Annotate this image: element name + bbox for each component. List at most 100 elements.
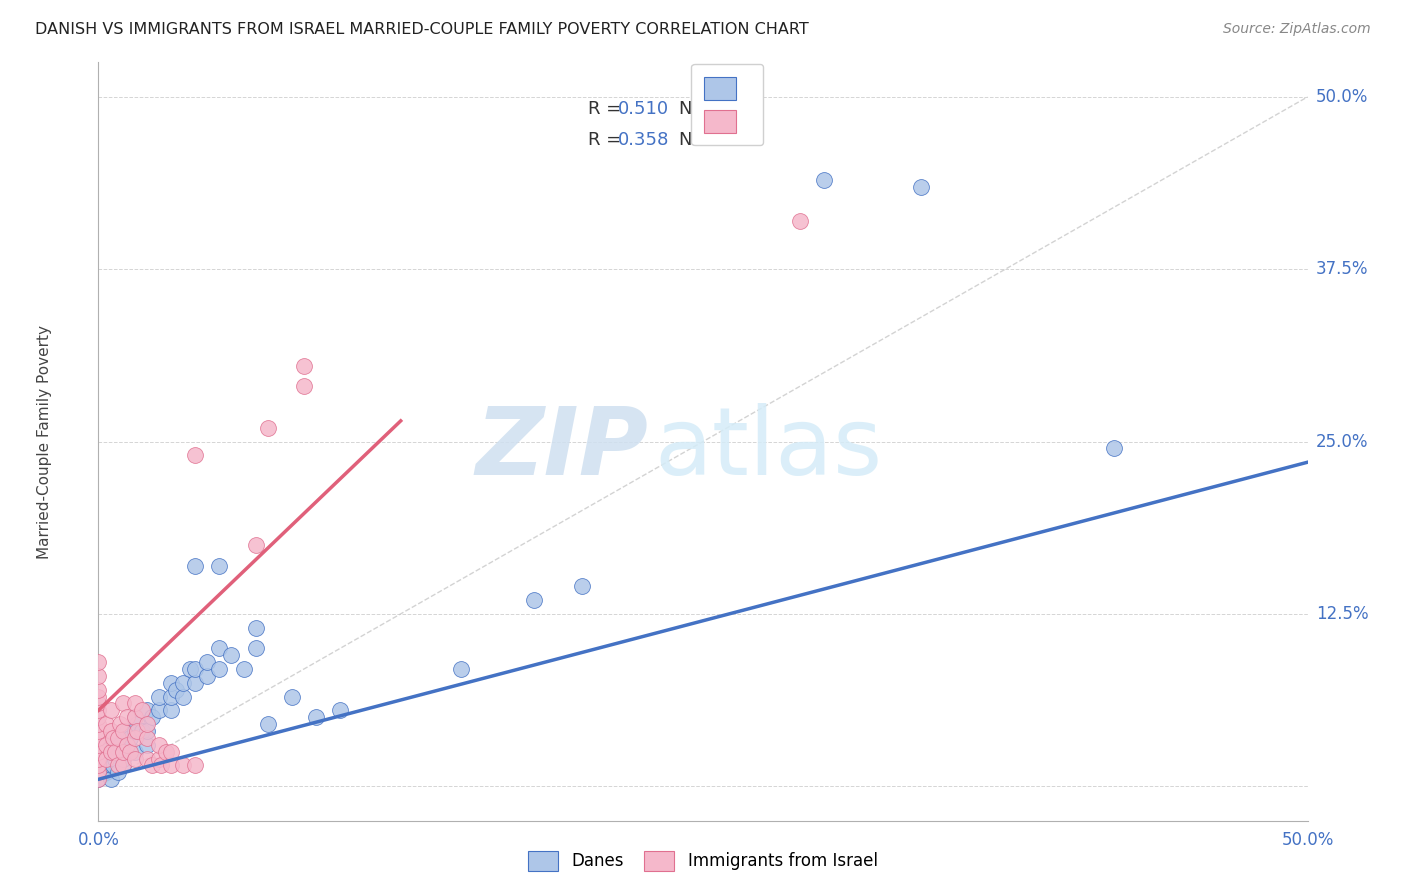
Text: DANISH VS IMMIGRANTS FROM ISRAEL MARRIED-COUPLE FAMILY POVERTY CORRELATION CHART: DANISH VS IMMIGRANTS FROM ISRAEL MARRIED… — [35, 22, 808, 37]
Point — [245, 641, 267, 656]
Point — [87, 758, 110, 772]
Point — [131, 724, 153, 739]
Point — [87, 717, 110, 731]
Point — [148, 703, 170, 717]
Point — [135, 717, 157, 731]
Point — [104, 751, 127, 765]
Point — [107, 731, 129, 745]
Legend: , : , — [692, 64, 763, 145]
Point — [135, 703, 157, 717]
Point — [87, 682, 110, 697]
Point — [87, 724, 110, 739]
Point — [148, 690, 170, 704]
Point — [111, 751, 134, 765]
Point — [127, 717, 149, 731]
Point — [131, 703, 153, 717]
Point — [281, 690, 304, 704]
Point — [172, 675, 194, 690]
Point — [94, 765, 117, 780]
Point — [107, 758, 129, 772]
Point — [910, 179, 932, 194]
Point — [329, 703, 352, 717]
Point — [184, 758, 207, 772]
Point — [94, 738, 117, 752]
Point — [172, 758, 194, 772]
Point — [87, 703, 110, 717]
Point — [87, 697, 110, 711]
Point — [208, 641, 231, 656]
Point — [87, 655, 110, 669]
Point — [160, 745, 183, 759]
Point — [135, 731, 157, 745]
Point — [135, 751, 157, 765]
Text: 50.0%: 50.0% — [1316, 88, 1368, 106]
Text: R =: R = — [588, 101, 627, 119]
Legend: Danes, Immigrants from Israel: Danes, Immigrants from Israel — [520, 842, 886, 880]
Point — [107, 745, 129, 759]
Point — [100, 745, 122, 759]
Point — [221, 648, 243, 663]
Point — [101, 731, 124, 745]
Point — [160, 675, 183, 690]
Point — [91, 758, 114, 772]
Text: atlas: atlas — [655, 403, 883, 495]
Point — [100, 772, 122, 787]
Point — [155, 745, 177, 759]
Point — [148, 738, 170, 752]
Point — [97, 751, 120, 765]
Point — [813, 172, 835, 186]
Text: 58: 58 — [706, 101, 728, 119]
Point — [124, 697, 146, 711]
Point — [100, 738, 122, 752]
Text: ZIP: ZIP — [475, 403, 648, 495]
Point — [124, 751, 146, 765]
Point — [127, 724, 149, 739]
Point — [208, 558, 231, 573]
Point — [100, 724, 122, 739]
Point — [135, 738, 157, 752]
Text: 25.0%: 25.0% — [1316, 433, 1368, 450]
Point — [292, 359, 315, 373]
Point — [87, 738, 110, 752]
Point — [245, 538, 267, 552]
Point — [292, 379, 315, 393]
Point — [118, 745, 141, 759]
Point — [135, 724, 157, 739]
Point — [117, 738, 139, 752]
Point — [87, 772, 110, 787]
Point — [450, 662, 472, 676]
Point — [100, 758, 122, 772]
Point — [184, 662, 207, 676]
Point — [124, 710, 146, 724]
Point — [208, 662, 231, 676]
Point — [184, 448, 207, 462]
Point — [111, 745, 134, 759]
Point — [256, 421, 278, 435]
Point — [141, 758, 163, 772]
Point — [94, 751, 117, 765]
Point — [87, 669, 110, 683]
Text: N =: N = — [679, 131, 718, 149]
Point — [111, 758, 134, 772]
Point — [148, 751, 170, 765]
Text: R =: R = — [588, 131, 627, 149]
Point — [571, 579, 593, 593]
Point — [172, 690, 194, 704]
Point — [87, 745, 110, 759]
Text: N =: N = — [679, 101, 718, 119]
Point — [94, 717, 117, 731]
Point — [108, 738, 131, 752]
Point — [108, 717, 131, 731]
Text: 58: 58 — [706, 131, 728, 149]
Point — [1102, 442, 1125, 456]
Point — [141, 710, 163, 724]
Point — [124, 710, 146, 724]
Point — [124, 731, 146, 745]
Point — [111, 745, 134, 759]
Point — [124, 745, 146, 759]
Point — [165, 682, 187, 697]
Text: Source: ZipAtlas.com: Source: ZipAtlas.com — [1223, 22, 1371, 37]
Point — [87, 765, 110, 780]
Point — [195, 655, 218, 669]
Point — [150, 758, 173, 772]
